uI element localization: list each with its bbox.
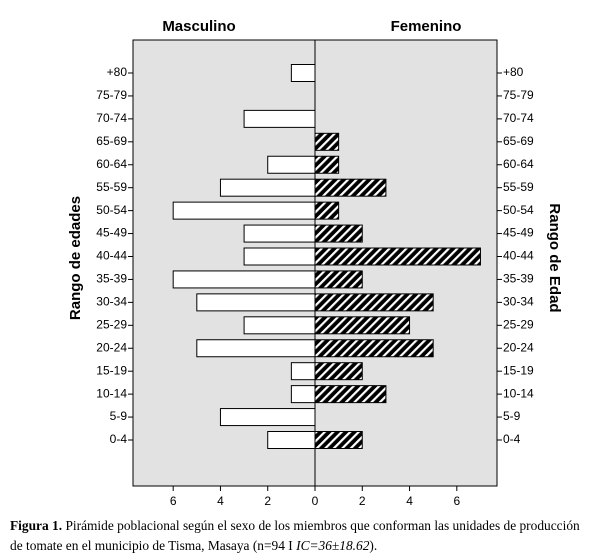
bar [314, 385, 387, 404]
y-tick-label: 60-64 [503, 157, 534, 171]
series-header: Femenino [391, 18, 462, 35]
bar [314, 362, 363, 381]
chart: Rango de edades Rango de Edad 0 2 2 4 4 6 6 Mas… [67, 18, 563, 508]
y-tick-label: 20-24 [503, 340, 534, 354]
y-tick-label: 50-54 [503, 203, 534, 217]
bar [219, 178, 316, 197]
series-header: Masculino [162, 18, 235, 35]
y-tick-label: 65-69 [96, 134, 127, 148]
y-axis-title: Rango de Edad [546, 203, 563, 312]
bar [290, 64, 316, 82]
bar [314, 224, 363, 243]
y-tick-label: 20-24 [96, 340, 127, 354]
y-tick-label: 25-29 [503, 317, 534, 331]
y-tick-label: 50-54 [96, 203, 127, 217]
caption-label: Figura 1. [10, 518, 63, 533]
bar [267, 155, 316, 174]
y-tick-label: 10-14 [503, 386, 534, 400]
y-tick-label: 10-14 [96, 386, 127, 400]
bar [219, 408, 316, 427]
y-tick-label: 30-34 [503, 295, 534, 309]
x-tick-label: 0 [312, 494, 319, 508]
x-tick-label: 2 [359, 494, 366, 508]
y-tick-label: 45-49 [96, 226, 127, 240]
y-axis-title: Rango de edades [67, 196, 84, 320]
x-tick-label: 4 [406, 494, 413, 508]
bar [243, 224, 316, 243]
bar [314, 339, 434, 358]
bar [196, 293, 316, 312]
bar [314, 201, 340, 220]
y-tick-label: 35-39 [96, 272, 127, 286]
bar [243, 316, 316, 335]
y-tick-label: 5-9 [503, 409, 521, 423]
bar [314, 132, 340, 151]
x-tick-label: 2 [264, 494, 271, 508]
bar [290, 385, 316, 404]
bar [267, 431, 316, 449]
y-tick-label: 55-59 [503, 180, 534, 194]
y-tick-label: 35-39 [503, 272, 534, 286]
y-tick-label: 5-9 [110, 409, 128, 423]
y-tick-label: +80 [107, 65, 128, 79]
bar [314, 270, 363, 289]
bar [314, 431, 363, 449]
bar [172, 201, 316, 220]
caption: Figura 1. Pirámide poblacional según el … [10, 516, 582, 556]
y-tick-label: 0-4 [110, 432, 128, 446]
y-tick-label: +80 [503, 65, 524, 79]
x-tick-label: 4 [217, 494, 224, 508]
bar [243, 247, 316, 266]
bar [172, 270, 316, 289]
bar [314, 178, 387, 197]
y-tick-label: 70-74 [96, 111, 127, 125]
y-tick-label: 70-74 [503, 111, 534, 125]
bar [314, 293, 434, 312]
bar [314, 316, 411, 335]
bar [196, 339, 316, 358]
caption-text: Pirámide poblacional según el sexo de lo… [10, 518, 580, 553]
y-tick-label: 15-19 [503, 363, 534, 377]
caption-italic: IC=36±18.62 [296, 538, 370, 553]
y-tick-label: 25-29 [96, 317, 127, 331]
y-tick-label: 40-44 [503, 249, 534, 263]
bar [314, 247, 481, 266]
y-tick-label: 45-49 [503, 226, 534, 240]
caption-end: ). [369, 538, 378, 553]
y-tick-label: 75-79 [96, 88, 127, 102]
y-tick-label: 55-59 [96, 180, 127, 194]
y-tick-label: 30-34 [96, 295, 127, 309]
bar [243, 109, 316, 128]
y-tick-label: 0-4 [503, 432, 521, 446]
x-tick-label: 6 [453, 494, 460, 508]
bar [290, 362, 316, 381]
y-tick-label: 65-69 [503, 134, 534, 148]
x-tick-label: 6 [170, 494, 177, 508]
y-tick-label: 60-64 [96, 157, 127, 171]
y-tick-label: 75-79 [503, 88, 534, 102]
bar [314, 155, 340, 174]
y-tick-label: 40-44 [96, 249, 127, 263]
y-tick-label: 15-19 [96, 363, 127, 377]
